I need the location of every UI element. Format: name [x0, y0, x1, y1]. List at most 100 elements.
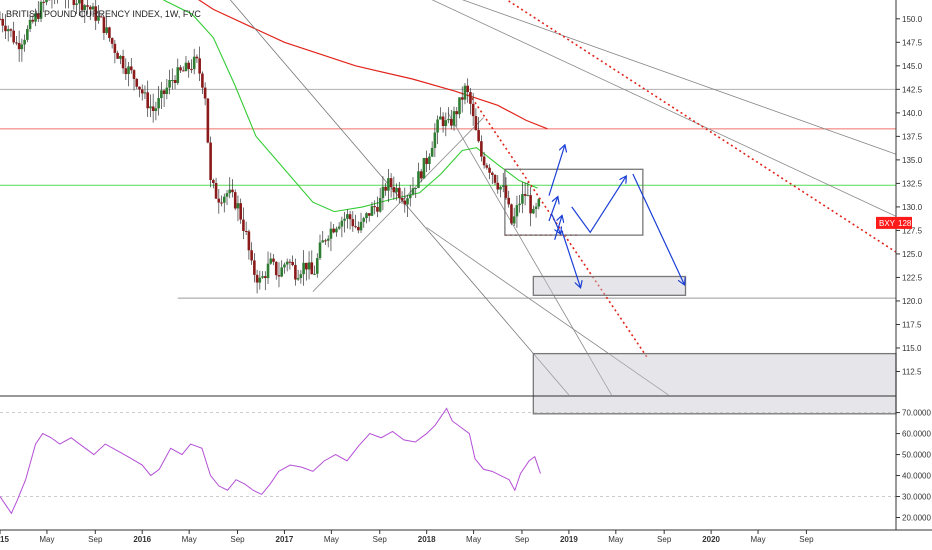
- y-tick-label: 142.5: [902, 85, 923, 94]
- rsi-y-tick-label: 70.0000: [902, 409, 931, 418]
- candle-body: [523, 194, 527, 196]
- candle-body: [460, 97, 464, 100]
- candle-body: [28, 19, 32, 29]
- candle-body: [36, 13, 40, 19]
- candle-body: [157, 98, 160, 109]
- candle-body: [439, 116, 442, 120]
- candle-body: [471, 103, 475, 117]
- candle-body: [346, 214, 349, 219]
- candle-body: [181, 70, 185, 72]
- candle-body: [12, 30, 15, 43]
- candle-body: [187, 62, 191, 70]
- candle-body: [222, 196, 226, 203]
- projection-arrow: [548, 198, 558, 222]
- candle-body: [356, 226, 360, 231]
- candle-body: [507, 197, 511, 205]
- projection-arrow: [571, 177, 626, 234]
- candle-body: [20, 44, 24, 50]
- candle-body: [384, 186, 387, 191]
- projection-arrow: [551, 214, 561, 233]
- candle-body: [351, 219, 355, 227]
- candle-body: [417, 171, 420, 189]
- target-zone-box: [532, 275, 687, 296]
- rsi-y-tick-label: 20.0000: [902, 514, 931, 523]
- candle-body: [491, 172, 494, 175]
- candle-body: [192, 56, 196, 70]
- candle-body: [184, 62, 188, 72]
- trendline: [447, 112, 612, 396]
- candle-body: [477, 130, 480, 142]
- trendline: [431, 0, 897, 217]
- candle-body: [512, 216, 516, 224]
- candle-body: [326, 238, 330, 241]
- projection-arrows: [548, 146, 684, 287]
- y-tick-label: 117.5: [902, 320, 922, 329]
- candle-body: [466, 85, 469, 93]
- candle-body: [171, 80, 174, 82]
- candle-body: [4, 25, 7, 32]
- chart-title: BRITISH POUND CURRENCY INDEX, 1W, FVC: [6, 9, 201, 19]
- candle-body: [294, 265, 297, 280]
- candle-body: [239, 203, 242, 220]
- candle-body: [359, 221, 363, 231]
- candle-body: [280, 267, 284, 277]
- candle-body: [534, 206, 538, 210]
- candle-body: [324, 240, 327, 242]
- candle-body: [212, 179, 215, 184]
- candle-body: [414, 188, 418, 190]
- target-zone-box: [532, 352, 897, 415]
- candle-body: [1, 18, 5, 26]
- candle-body: [129, 66, 133, 71]
- candle-body: [45, 0, 48, 3]
- candle-body: [480, 141, 483, 157]
- candle-body: [499, 186, 502, 190]
- x-tick-label: May: [39, 535, 54, 544]
- candle-body: [302, 262, 305, 275]
- x-tick-label: Sep: [230, 535, 245, 544]
- candle-body: [496, 182, 500, 190]
- candle-body: [274, 261, 278, 276]
- support-dotted: [468, 93, 648, 358]
- price-badge-value: 128.3: [898, 219, 919, 228]
- candle-body: [242, 219, 245, 231]
- candle-body: [348, 214, 352, 220]
- candle-body: [400, 197, 404, 201]
- projection-arrow: [554, 216, 562, 240]
- candle-body: [102, 17, 106, 33]
- rsi-panel: [0, 395, 896, 515]
- x-tick-label: May: [750, 535, 765, 544]
- y-tick-label: 132.5: [902, 179, 923, 188]
- candle-body: [430, 147, 434, 157]
- trendline: [229, 0, 570, 396]
- y-tick-label: 112.5: [902, 367, 922, 376]
- candle-body: [285, 261, 289, 265]
- candle-body: [532, 209, 535, 214]
- candle-body: [307, 262, 311, 270]
- candle-body: [253, 260, 256, 275]
- candle-body: [501, 185, 505, 187]
- candle-body: [113, 43, 117, 53]
- candle-body: [337, 226, 341, 229]
- projection-arrow: [632, 173, 684, 284]
- candle-body: [381, 186, 385, 199]
- candle-body: [151, 106, 155, 111]
- x-tick-label: Sep: [88, 535, 103, 544]
- candle-body: [403, 200, 407, 205]
- candle-body: [9, 29, 13, 31]
- candle-body: [258, 277, 262, 283]
- candle-body: [99, 16, 103, 18]
- y-tick-label: 127.5: [902, 226, 923, 235]
- candle-body: [518, 203, 521, 206]
- candle-body: [447, 118, 450, 121]
- x-tick-label: Sep: [657, 535, 672, 544]
- x-tick-label: Sep: [799, 535, 814, 544]
- candle-body: [310, 262, 314, 275]
- candle-body: [132, 70, 136, 79]
- candle-body: [143, 92, 147, 94]
- x-tick-label: 2020: [702, 535, 720, 544]
- candle-body: [269, 258, 273, 264]
- candle-body: [140, 89, 144, 94]
- candle-body: [214, 183, 218, 199]
- x-tick-label: 2018: [418, 535, 436, 544]
